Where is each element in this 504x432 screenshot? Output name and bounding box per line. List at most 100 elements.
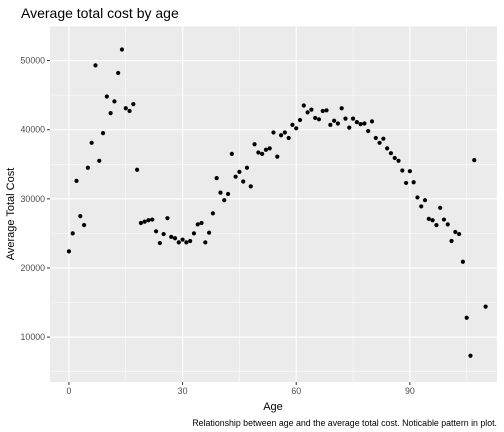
data-point	[256, 150, 260, 154]
data-point	[351, 117, 355, 121]
data-point	[184, 240, 188, 244]
data-point	[370, 119, 374, 123]
x-tick-label: 30	[178, 386, 188, 396]
data-point	[328, 123, 332, 127]
data-point	[453, 230, 457, 234]
data-point	[340, 106, 344, 110]
data-point	[226, 192, 230, 196]
data-point	[449, 239, 453, 243]
data-point	[442, 217, 446, 221]
data-point	[374, 136, 378, 140]
data-point	[74, 179, 78, 183]
data-point	[207, 231, 211, 235]
data-point	[287, 136, 291, 140]
data-point	[154, 229, 158, 233]
data-point	[396, 159, 400, 163]
data-point	[408, 169, 412, 173]
y-tick-label: 30000	[21, 194, 46, 204]
data-point	[438, 206, 442, 210]
data-point	[461, 260, 465, 264]
data-point	[71, 231, 75, 235]
x-tick-label: 90	[405, 386, 415, 396]
x-axis-title: Age	[263, 401, 283, 413]
data-point	[234, 175, 238, 179]
data-point	[309, 108, 313, 112]
data-point	[135, 168, 139, 172]
data-point	[211, 211, 215, 215]
y-tick-label: 10000	[21, 332, 46, 342]
data-point	[93, 63, 97, 67]
data-point	[385, 146, 389, 150]
data-point	[192, 231, 196, 235]
data-point	[302, 103, 306, 107]
data-point	[419, 204, 423, 208]
data-point	[86, 166, 90, 170]
data-point	[313, 116, 317, 120]
data-point	[343, 117, 347, 121]
data-point	[389, 151, 393, 155]
plot-panel	[50, 26, 497, 382]
data-point	[105, 94, 109, 98]
data-point	[215, 176, 219, 180]
data-point	[294, 126, 298, 130]
data-point	[199, 221, 203, 225]
data-point	[465, 316, 469, 320]
x-tick-label: 0	[66, 386, 71, 396]
data-point	[112, 99, 116, 103]
data-point	[268, 146, 272, 150]
data-point	[298, 118, 302, 122]
data-point	[124, 106, 128, 110]
data-point	[412, 180, 416, 184]
data-point	[143, 220, 147, 224]
data-point	[139, 221, 143, 225]
data-point	[188, 239, 192, 243]
data-point	[336, 121, 340, 125]
y-tick-label: 20000	[21, 263, 46, 273]
data-point	[237, 170, 241, 174]
data-point	[165, 216, 169, 220]
data-point	[321, 109, 325, 113]
data-point	[431, 218, 435, 222]
data-point	[472, 158, 476, 162]
data-point	[393, 156, 397, 160]
data-point	[290, 123, 294, 127]
data-point	[324, 108, 328, 112]
data-point	[245, 166, 249, 170]
data-point	[173, 236, 177, 240]
data-point	[158, 241, 162, 245]
data-point	[131, 102, 135, 106]
data-point	[446, 222, 450, 226]
data-point	[423, 198, 427, 202]
data-point	[359, 122, 363, 126]
data-point	[264, 148, 268, 152]
data-point	[127, 109, 131, 113]
data-point	[241, 179, 245, 183]
data-point	[97, 159, 101, 163]
data-point	[116, 71, 120, 75]
data-point	[78, 214, 82, 218]
data-point	[222, 198, 226, 202]
data-point	[150, 217, 154, 221]
data-point	[203, 240, 207, 244]
data-point	[90, 141, 94, 145]
data-point	[362, 121, 366, 125]
data-point	[317, 117, 321, 121]
data-point	[275, 155, 279, 159]
data-point	[279, 133, 283, 137]
data-point	[271, 130, 275, 134]
data-point	[169, 235, 173, 239]
data-point	[457, 232, 461, 236]
data-point	[404, 181, 408, 185]
data-point	[162, 232, 166, 236]
data-point	[332, 119, 336, 123]
data-point	[101, 131, 105, 135]
data-point	[218, 190, 222, 194]
y-axis-title: Average Total Cost	[5, 168, 17, 261]
data-point	[252, 142, 256, 146]
y-tick-label: 50000	[21, 56, 46, 66]
data-point	[427, 217, 431, 221]
data-point	[249, 184, 253, 188]
data-point	[120, 47, 124, 51]
data-point	[283, 130, 287, 134]
